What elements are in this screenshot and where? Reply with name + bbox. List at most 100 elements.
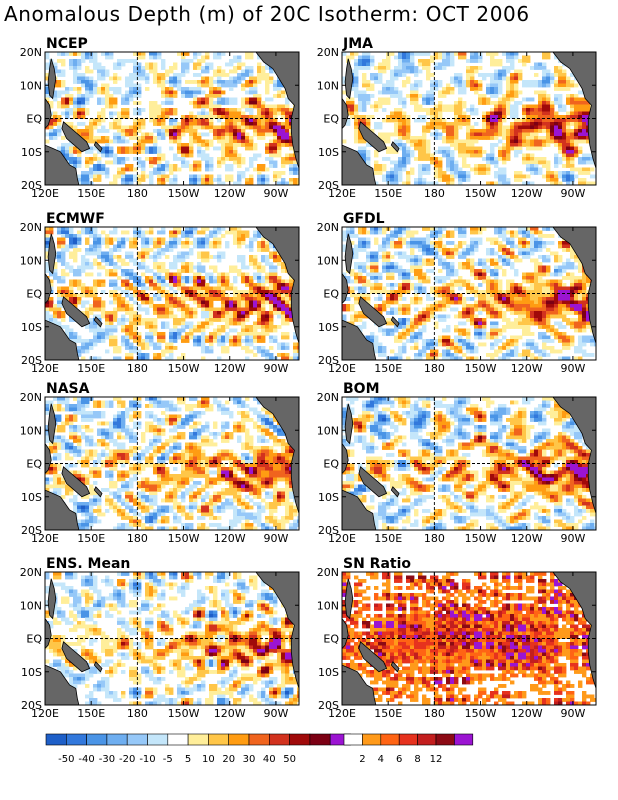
lon-tick-label: 120E bbox=[31, 532, 59, 545]
colorbar-swatch bbox=[309, 733, 331, 746]
lon-tick-label: 180 bbox=[424, 707, 445, 720]
colorbar-swatch bbox=[167, 733, 189, 746]
lat-tick-label: 20S bbox=[318, 354, 339, 367]
panel-bom-label: BOM bbox=[343, 381, 380, 397]
lat-tick-label: 20S bbox=[21, 179, 42, 192]
panel-ens-label: ENS. Mean bbox=[46, 556, 130, 572]
sn-colorbar-label: 6 bbox=[396, 754, 402, 765]
lon-tick-label: 120W bbox=[214, 187, 246, 200]
lat-tick-label: 20N bbox=[20, 221, 42, 234]
lat-tick-label: EQ bbox=[323, 633, 339, 646]
lon-tick-label: 120W bbox=[214, 532, 246, 545]
lon-tick-label: 120W bbox=[214, 362, 246, 375]
lon-tick-label: 120E bbox=[31, 707, 59, 720]
lat-tick-label: 20N bbox=[20, 566, 42, 579]
lat-tick-label: 10S bbox=[21, 666, 42, 679]
lon-tick-label: 150W bbox=[465, 707, 497, 720]
lat-tick-label: EQ bbox=[26, 113, 42, 126]
sn-colorbar-swatch bbox=[362, 733, 382, 746]
panel-ncep-land bbox=[45, 52, 299, 185]
figure-title: Anomalous Depth (m) of 20C Isotherm: OCT… bbox=[4, 2, 530, 26]
lon-tick-label: 150E bbox=[77, 707, 105, 720]
lat-tick-label: 10S bbox=[318, 146, 339, 159]
lat-tick-label: 10N bbox=[20, 599, 42, 612]
sn-colorbar-swatch bbox=[435, 733, 455, 746]
lat-tick-label: 20N bbox=[317, 221, 339, 234]
colorbar-swatch bbox=[248, 733, 270, 746]
lon-tick-label: 120E bbox=[31, 362, 59, 375]
sn-colorbar-swatch bbox=[380, 733, 400, 746]
lon-tick-label: 120W bbox=[511, 707, 543, 720]
lat-tick-label: 20S bbox=[318, 524, 339, 537]
lon-tick-label: 180 bbox=[127, 187, 148, 200]
lon-tick-label: 150E bbox=[77, 187, 105, 200]
lat-tick-label: 10N bbox=[317, 599, 339, 612]
lat-tick-label: 10N bbox=[20, 424, 42, 437]
colorbar-swatch bbox=[106, 733, 128, 746]
lon-tick-label: 150E bbox=[374, 362, 402, 375]
lon-tick-label: 150W bbox=[168, 362, 200, 375]
panel-bom-land bbox=[342, 397, 596, 530]
lon-tick-label: 90W bbox=[560, 187, 585, 200]
lat-tick-label: EQ bbox=[26, 288, 42, 301]
lon-tick-label: 120E bbox=[328, 532, 356, 545]
lat-tick-label: EQ bbox=[26, 458, 42, 471]
colorbar-label: -20 bbox=[119, 754, 135, 765]
lon-tick-label: 150W bbox=[465, 187, 497, 200]
depth-colorbar: -50 -40 -30 -20 -10 -5 5 10 20 30 40 50 bbox=[45, 733, 351, 765]
colorbar-swatch bbox=[187, 733, 209, 746]
sn-colorbar-swatch bbox=[343, 733, 363, 746]
lon-tick-label: 120W bbox=[511, 532, 543, 545]
lat-tick-label: EQ bbox=[323, 458, 339, 471]
colorbar-swatch bbox=[126, 733, 148, 746]
lat-tick-label: 20N bbox=[317, 566, 339, 579]
colorbar-label: -40 bbox=[78, 754, 94, 765]
lat-tick-label: 10N bbox=[317, 79, 339, 92]
lon-tick-label: 150E bbox=[374, 187, 402, 200]
sn-colorbar-label: 8 bbox=[414, 754, 420, 765]
colorbar-swatch bbox=[86, 733, 108, 746]
lat-tick-label: 10N bbox=[317, 254, 339, 267]
lat-tick-label: 10N bbox=[20, 79, 42, 92]
lat-tick-label: 10N bbox=[20, 254, 42, 267]
lat-tick-label: 10S bbox=[21, 146, 42, 159]
lon-tick-label: 150W bbox=[168, 532, 200, 545]
lon-tick-label: 120W bbox=[511, 187, 543, 200]
sn-colorbar-label: 4 bbox=[378, 754, 384, 765]
lon-tick-label: 90W bbox=[263, 187, 288, 200]
panel-ncep-label: NCEP bbox=[46, 36, 88, 52]
lon-tick-label: 150E bbox=[374, 707, 402, 720]
colorbar-swatch bbox=[208, 733, 229, 746]
panel-gfdl-field bbox=[342, 227, 596, 360]
lon-tick-label: 120E bbox=[31, 187, 59, 200]
lat-tick-label: 10S bbox=[21, 321, 42, 334]
lat-tick-label: EQ bbox=[26, 633, 42, 646]
lon-tick-label: 120E bbox=[328, 707, 356, 720]
lon-tick-label: 180 bbox=[127, 707, 148, 720]
lon-tick-label: 180 bbox=[424, 362, 445, 375]
lon-tick-label: 150W bbox=[465, 532, 497, 545]
lon-tick-label: 90W bbox=[263, 532, 288, 545]
colorbar-swatch bbox=[268, 733, 290, 746]
lat-tick-label: 10S bbox=[21, 491, 42, 504]
lat-tick-label: 10S bbox=[318, 666, 339, 679]
panel-ecmwf-land bbox=[45, 227, 299, 360]
lat-tick-label: 20S bbox=[318, 179, 339, 192]
colorbar-swatch bbox=[147, 733, 169, 746]
lon-tick-label: 150E bbox=[77, 532, 105, 545]
lat-tick-label: 20N bbox=[317, 46, 339, 59]
lat-tick-label: 20S bbox=[21, 699, 42, 712]
lon-tick-label: 120E bbox=[328, 362, 356, 375]
colorbar-label: 40 bbox=[263, 754, 276, 765]
lon-tick-label: 90W bbox=[560, 362, 585, 375]
lon-tick-label: 180 bbox=[127, 362, 148, 375]
colorbar-label: 50 bbox=[283, 754, 296, 765]
lon-tick-label: 180 bbox=[127, 532, 148, 545]
panel-sn-land bbox=[342, 572, 596, 705]
lat-tick-label: 20N bbox=[20, 391, 42, 404]
panel-ecmwf-label: ECMWF bbox=[46, 211, 105, 227]
